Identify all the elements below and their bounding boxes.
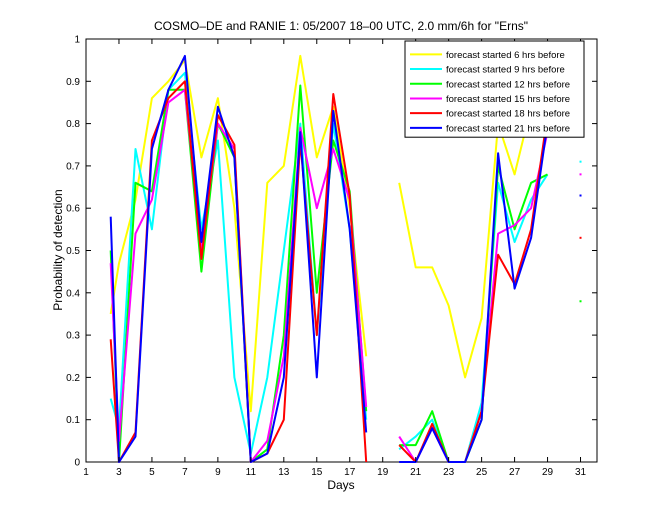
- x-tick-label: 7: [182, 467, 188, 478]
- x-tick-label: 11: [246, 467, 257, 478]
- series-layer: [109, 50, 582, 463]
- y-tick-label: 0.2: [66, 373, 80, 384]
- y-tick-label: 0.6: [66, 204, 80, 215]
- x-tick-label: 27: [509, 467, 521, 478]
- series-point-1: [579, 160, 582, 163]
- x-tick-label: 29: [542, 467, 554, 478]
- x-tick-label: 13: [278, 467, 290, 478]
- y-tick-label: 1: [74, 35, 80, 46]
- chart-title: COSMO–DE and RANIE 1: 05/2007 18–00 UTC,…: [154, 19, 528, 33]
- y-tick-label: 0.5: [66, 246, 80, 257]
- series-line-0: [109, 54, 549, 413]
- legend-label-4: forecast started 18 hrs before: [446, 109, 570, 120]
- x-tick-label: 31: [575, 467, 587, 478]
- legend: forecast started 6 hrs before forecast st…: [404, 40, 585, 138]
- x-tick-label: 15: [311, 467, 323, 478]
- series-point-4: [579, 236, 582, 239]
- x-tick-label: 5: [149, 467, 155, 478]
- x-tick-label: 1: [83, 467, 89, 478]
- y-tick-label: 0.8: [66, 119, 80, 130]
- y-tick-label: 0: [74, 458, 80, 469]
- legend-label-2: forecast started 12 hrs before: [446, 79, 570, 90]
- x-tick-label: 23: [443, 467, 455, 478]
- legend-label-1: forecast started 9 hrs before: [446, 65, 565, 76]
- legend-label-0: forecast started 6 hrs before: [446, 50, 565, 61]
- legend-box: [404, 40, 585, 138]
- x-tick-label: 9: [215, 467, 221, 478]
- x-tick-label: 25: [476, 467, 488, 478]
- legend-label-3: forecast started 15 hrs before: [446, 94, 570, 105]
- ticks-layer: 1 3 5 7 9 11 13 15 17 19 21 23 25 27 29 3100.10.20.30.4…: [66, 35, 597, 478]
- series-point-5: [579, 194, 582, 197]
- y-tick-label: 0.9: [66, 77, 80, 88]
- x-tick-label: 21: [410, 467, 422, 478]
- legend-label-5: forecast started 21 hrs before: [446, 123, 570, 134]
- y-tick-label: 0.4: [66, 288, 80, 299]
- x-tick-label: 3: [116, 467, 122, 478]
- y-tick-label: 0.7: [66, 161, 80, 172]
- series-point-2: [579, 300, 582, 303]
- x-tick-label: 17: [344, 467, 356, 478]
- series-point-3: [579, 173, 582, 176]
- y-tick-label: 0.3: [66, 331, 80, 342]
- series-line-5: [109, 54, 549, 463]
- y-axis-label: Probability of detection: [51, 189, 65, 310]
- x-tick-label: 19: [377, 467, 389, 478]
- x-axis-label: Days: [327, 478, 354, 492]
- y-tick-label: 0.1: [66, 415, 80, 426]
